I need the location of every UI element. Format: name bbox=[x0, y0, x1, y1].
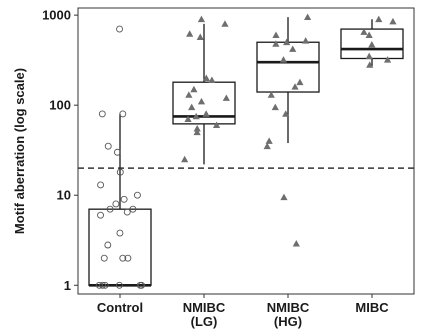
data-point bbox=[100, 254, 108, 262]
data-point bbox=[119, 254, 127, 262]
data-point bbox=[389, 17, 397, 25]
data-point bbox=[280, 193, 288, 201]
data-point bbox=[112, 200, 120, 208]
data-point bbox=[197, 15, 206, 23]
x-tick-label: NMIBC bbox=[183, 300, 226, 315]
y-tick-label: 1 bbox=[64, 278, 71, 293]
data-point bbox=[119, 110, 127, 118]
data-point bbox=[283, 38, 291, 46]
data-point bbox=[97, 211, 104, 219]
data-point bbox=[222, 94, 230, 101]
data-point bbox=[99, 281, 107, 289]
data-point bbox=[202, 74, 210, 81]
y-tick-label: 100 bbox=[49, 98, 71, 113]
data-point bbox=[197, 97, 206, 105]
data-point bbox=[212, 121, 221, 129]
box-iqr bbox=[88, 208, 152, 286]
data-point bbox=[366, 61, 374, 68]
plot-border bbox=[77, 7, 415, 295]
data-point bbox=[190, 85, 198, 93]
x-tick-label: NMIBC bbox=[267, 300, 310, 315]
data-point bbox=[138, 281, 146, 289]
data-point bbox=[282, 110, 290, 117]
data-point bbox=[304, 13, 312, 21]
data-point bbox=[185, 91, 193, 98]
data-point bbox=[265, 137, 273, 144]
data-point bbox=[124, 254, 132, 262]
x-tick-label: (HG) bbox=[274, 314, 302, 329]
data-point bbox=[123, 208, 131, 216]
data-point bbox=[267, 91, 275, 98]
data-point bbox=[383, 56, 392, 63]
data-point bbox=[115, 281, 123, 289]
data-point bbox=[202, 110, 210, 117]
data-point bbox=[97, 181, 105, 189]
data-point bbox=[188, 103, 196, 111]
data-point bbox=[368, 41, 376, 48]
data-point bbox=[271, 103, 279, 111]
data-point bbox=[193, 124, 201, 132]
y-axis-title: Motif aberration (log scale) bbox=[12, 68, 27, 234]
data-point bbox=[208, 76, 216, 83]
data-point bbox=[186, 30, 194, 37]
data-point bbox=[292, 240, 300, 247]
box-iqr bbox=[256, 41, 320, 93]
data-point bbox=[272, 31, 280, 38]
data-point bbox=[184, 115, 192, 123]
data-point bbox=[98, 110, 106, 118]
data-point bbox=[181, 155, 189, 163]
data-point bbox=[193, 128, 201, 136]
data-point bbox=[279, 56, 288, 63]
data-point bbox=[106, 205, 114, 213]
data-point bbox=[375, 15, 383, 23]
data-point bbox=[133, 191, 141, 199]
x-tick-label: (LG) bbox=[191, 314, 218, 329]
data-point bbox=[360, 28, 368, 35]
box-iqr bbox=[172, 81, 236, 125]
data-point bbox=[263, 142, 271, 150]
data-point bbox=[116, 229, 124, 237]
data-point bbox=[120, 195, 128, 203]
data-point bbox=[129, 205, 137, 213]
data-point bbox=[116, 25, 124, 33]
data-point bbox=[291, 83, 299, 90]
data-point bbox=[104, 241, 112, 249]
y-tick-label: 1000 bbox=[42, 8, 71, 23]
data-point bbox=[365, 52, 373, 60]
data-point bbox=[192, 112, 200, 120]
data-point bbox=[296, 78, 304, 86]
data-point bbox=[221, 20, 229, 27]
data-point bbox=[365, 31, 373, 38]
data-point bbox=[196, 33, 204, 40]
y-tick-label: 10 bbox=[57, 188, 71, 203]
x-tick-label: MIBC bbox=[355, 300, 389, 315]
data-point bbox=[95, 281, 103, 289]
data-point bbox=[289, 45, 297, 52]
x-tick-label: Control bbox=[97, 300, 143, 315]
data-point bbox=[104, 142, 112, 150]
data-point bbox=[272, 40, 280, 47]
data-point bbox=[302, 37, 310, 44]
data-point bbox=[113, 148, 121, 156]
data-point bbox=[116, 168, 124, 176]
